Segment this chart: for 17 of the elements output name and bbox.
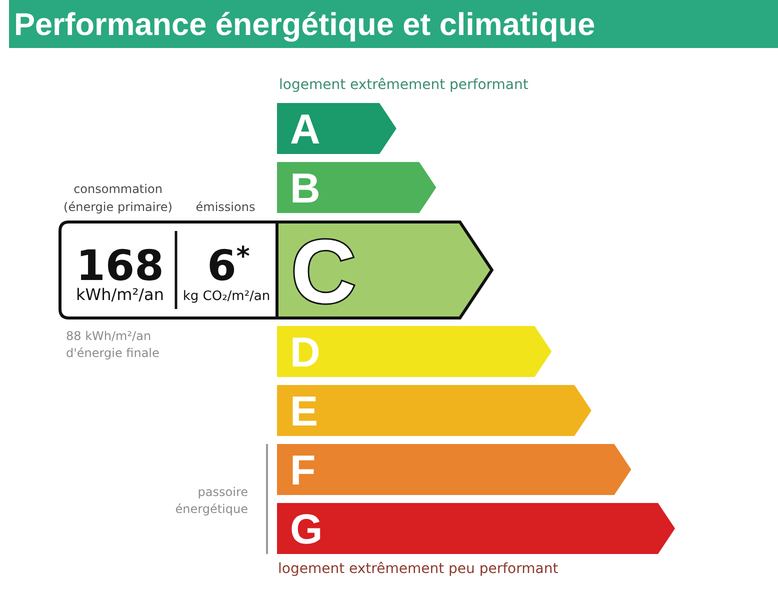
y-tick-label: E bbox=[290, 388, 318, 435]
y-tick-label: A bbox=[290, 106, 320, 153]
chart-title: Performance énergétique et climatique bbox=[14, 6, 596, 42]
text: kWh/m²/an bbox=[76, 285, 164, 304]
y-tick-label: D bbox=[290, 328, 320, 376]
annotation: logement extrêmement peu performant bbox=[278, 561, 559, 577]
y-tick-label: B bbox=[290, 164, 320, 212]
text: 6$^{*}$ bbox=[207, 241, 250, 290]
text: kg CO₂/m²/an bbox=[182, 289, 270, 304]
text: consommation (énergie primaire) bbox=[64, 182, 172, 214]
y-tick-label: C bbox=[291, 222, 356, 322]
text: logement extrêmement performant bbox=[279, 77, 529, 93]
text: 88 kWh/m²/an d'énergie finale bbox=[66, 329, 160, 360]
text: émissions bbox=[196, 200, 256, 214]
y-tick-label: F bbox=[290, 446, 316, 494]
text: passoire énergétique bbox=[175, 485, 248, 516]
y-tick-label: G bbox=[290, 506, 323, 553]
